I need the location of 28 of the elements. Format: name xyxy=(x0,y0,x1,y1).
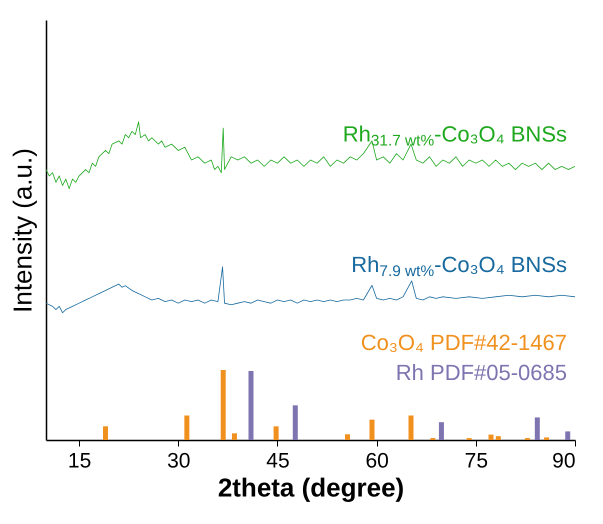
bar xyxy=(496,436,501,440)
bar xyxy=(369,420,374,440)
bar xyxy=(103,426,108,440)
y-axis-title: Intensity (a.u.) xyxy=(8,148,38,313)
bar xyxy=(345,434,350,440)
bar xyxy=(544,437,550,440)
bar xyxy=(184,416,190,440)
bar xyxy=(534,417,540,440)
x-axis-title: 2theta (degree) xyxy=(218,472,404,502)
bar xyxy=(248,370,254,440)
series-label: Rh$_{31.7 wt%}$-Co₃O₄ BNSs xyxy=(342,122,567,150)
x-tick-label: 75 xyxy=(464,450,488,472)
bar xyxy=(438,422,444,440)
bar xyxy=(565,431,570,440)
x-tick-label: 60 xyxy=(365,450,389,472)
text: Co₃O₄ PDF#42-1467 xyxy=(360,330,567,355)
bar xyxy=(408,416,414,440)
bar xyxy=(232,433,237,440)
bar xyxy=(292,405,298,440)
bar xyxy=(274,426,279,440)
x-tick-label: 45 xyxy=(266,450,290,472)
series-label: Rh$_{7.9 wt%}$-Co₃O₄ BNSs xyxy=(351,252,567,280)
x-tick-label: 30 xyxy=(167,450,190,472)
bar xyxy=(220,370,226,440)
series-label: Rh PDF#05-0685 xyxy=(396,360,567,386)
bar xyxy=(488,434,494,440)
x-tick-label: 15 xyxy=(68,450,92,472)
x-tick-label: 90 xyxy=(552,450,576,472)
